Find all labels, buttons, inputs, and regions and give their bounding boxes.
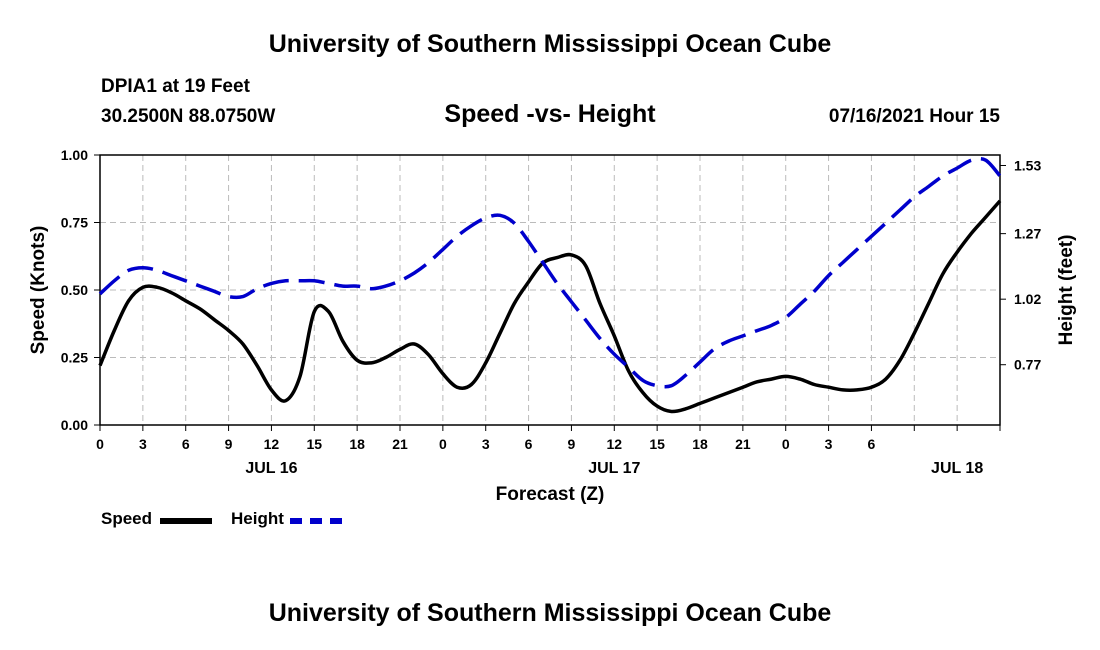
y-tick-label: 1.00 — [61, 147, 88, 163]
y-tick-label: 0.25 — [61, 350, 88, 366]
x-tick-label: 15 — [306, 436, 322, 452]
coordinates-label: 30.2500N 88.0750W — [101, 106, 276, 127]
y2-tick-label: 0.77 — [1014, 357, 1041, 373]
x-axis-label: Forecast (Z) — [496, 484, 605, 505]
y-tick-label: 0.50 — [61, 282, 88, 298]
x-tick-label: 3 — [482, 436, 490, 452]
x-tick-label: 3 — [825, 436, 833, 452]
x-tick-label: 0 — [782, 436, 790, 452]
datetime-label: 07/16/2021 Hour 15 — [828, 106, 1000, 127]
y-tick-label: 0.00 — [61, 417, 88, 433]
legend-speed-label: Speed — [101, 509, 153, 528]
y2-tick-label: 1.27 — [1014, 226, 1041, 242]
header-title: University of Southern Mississippi Ocean… — [268, 30, 832, 58]
series-lines — [98, 156, 1002, 414]
y-axis-label: Speed (Knots) — [28, 226, 49, 355]
date-label: JUL 17 — [588, 460, 640, 477]
x-tick-label: 3 — [139, 436, 147, 452]
x-tick-label: 21 — [392, 436, 408, 452]
x-tick-label: 0 — [96, 436, 104, 452]
x-tick-label: 21 — [735, 436, 751, 452]
x-tick-label: 12 — [606, 436, 622, 452]
chart-title: Speed -vs- Height — [444, 100, 656, 128]
y2-tick-label: 1.02 — [1014, 291, 1041, 307]
legend-height-label: Height — [231, 509, 284, 528]
x-tick-label: 18 — [349, 436, 365, 452]
x-tick-label: 6 — [182, 436, 190, 452]
axes: 0 3 6 9 12 15 18 21 0 3 6 9 12 15 18 21 0 3 6 JUL 16 JUL 17 J… — [61, 147, 1042, 477]
x-tick-label: 18 — [692, 436, 708, 452]
y2-tick-label: 1.53 — [1014, 157, 1041, 173]
station-label: DPIA1 at 19 Feet — [101, 76, 250, 97]
legend-speed-swatch — [160, 518, 212, 524]
series-line-speed — [98, 199, 1002, 414]
x-tick-label: 12 — [264, 436, 280, 452]
x-tick-label: 9 — [568, 436, 576, 452]
date-label: JUL 16 — [245, 460, 297, 477]
date-label: JUL 18 — [931, 460, 983, 477]
grid-lines — [100, 155, 1000, 425]
legend-height-swatch — [290, 518, 342, 524]
x-tick-label: 15 — [649, 436, 665, 452]
x-tick-label: 0 — [439, 436, 447, 452]
x-tick-label: 9 — [225, 436, 233, 452]
x-tick-label: 6 — [868, 436, 876, 452]
y-tick-label: 0.75 — [61, 215, 88, 231]
axis-labels: Forecast (Z) Speed (Knots) Height (feet) — [28, 226, 1077, 505]
series-line-height — [98, 156, 1002, 389]
x-tick-label: 6 — [525, 436, 533, 452]
footer-title: University of Southern Mississippi Ocean… — [268, 599, 832, 627]
y2-axis-label: Height (feet) — [1056, 235, 1077, 346]
